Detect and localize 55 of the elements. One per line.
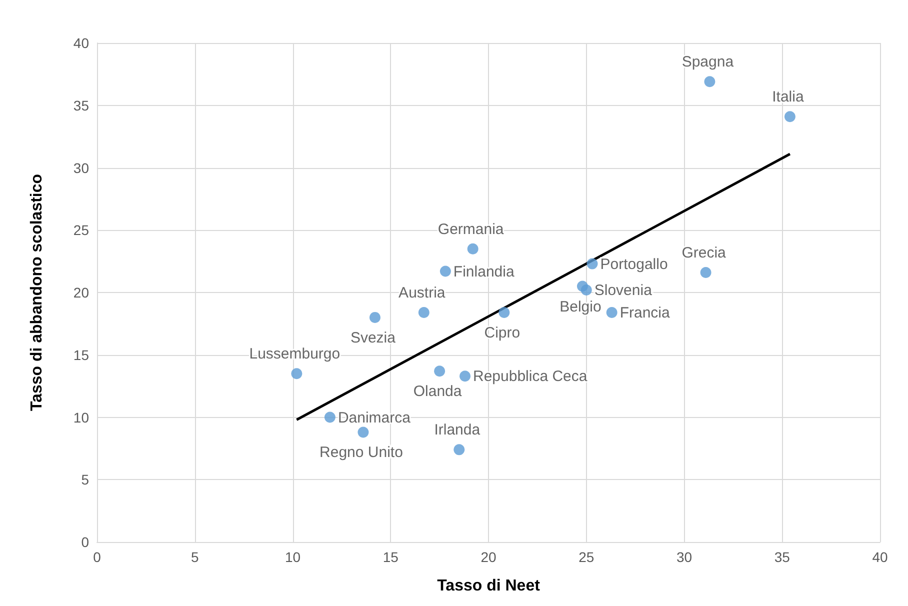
data-label: Finlandia	[453, 263, 515, 280]
y-tick-label: 35	[73, 97, 90, 114]
data-label: Grecia	[682, 244, 727, 262]
point	[700, 267, 712, 278]
data-label: Cipro	[484, 324, 520, 342]
y-tick-label: 25	[73, 222, 90, 238]
data-label: Italia	[772, 88, 804, 106]
x-tick-label: 40	[872, 549, 888, 565]
data-label: Belgio	[560, 298, 602, 316]
data-label: Germania	[438, 220, 504, 238]
point	[291, 368, 302, 380]
point	[704, 76, 716, 88]
data-label: Irlanda	[434, 422, 481, 439]
y-tick-label: 5	[81, 472, 90, 488]
x-tick-label: 25	[578, 549, 594, 565]
x-tick-label: 5	[190, 549, 199, 565]
y-tick-label: 40	[73, 35, 90, 51]
data-label: Austria	[398, 284, 446, 302]
x-tick-label: 0	[93, 549, 102, 565]
y-tick-label: 10	[73, 409, 90, 426]
data-label: Francia	[620, 304, 670, 322]
point	[358, 426, 369, 438]
point	[324, 412, 336, 423]
point	[467, 243, 478, 254]
data-label: Spagna	[682, 54, 734, 71]
data-label: Repubblica Ceca	[473, 368, 588, 386]
point	[418, 306, 430, 318]
x-tick-label: 20	[480, 549, 496, 565]
data-label: Svezia	[350, 329, 396, 346]
point	[440, 266, 451, 277]
point	[606, 306, 618, 318]
point	[586, 258, 598, 270]
x-tick-label: 15	[382, 549, 399, 565]
x-tick-label: 10	[284, 549, 301, 565]
point	[580, 284, 592, 296]
point	[454, 444, 465, 456]
y-axis-title: Tasso di abbandono scolastico	[28, 174, 46, 412]
data-label: Olanda	[413, 383, 462, 400]
data-label: Danimarca	[338, 409, 412, 426]
data-label: Regno Unito	[320, 444, 403, 462]
point	[434, 366, 446, 377]
point	[498, 306, 510, 318]
point	[369, 312, 380, 323]
data-label: Slovenia	[594, 282, 653, 300]
y-tick-label: 30	[73, 160, 90, 176]
x-tick-label: 35	[774, 549, 790, 565]
data-label: Portogallo	[600, 256, 668, 273]
y-tick-label: 15	[73, 346, 90, 363]
x-axis-title: Tasso di Neet	[437, 578, 541, 594]
x-tick-label: 30	[676, 549, 692, 565]
point	[784, 111, 796, 122]
point	[460, 370, 471, 382]
y-tick-label: 20	[73, 284, 90, 300]
y-tick-label: 0	[81, 534, 90, 550]
data-label: Lussemburgo	[249, 346, 340, 363]
